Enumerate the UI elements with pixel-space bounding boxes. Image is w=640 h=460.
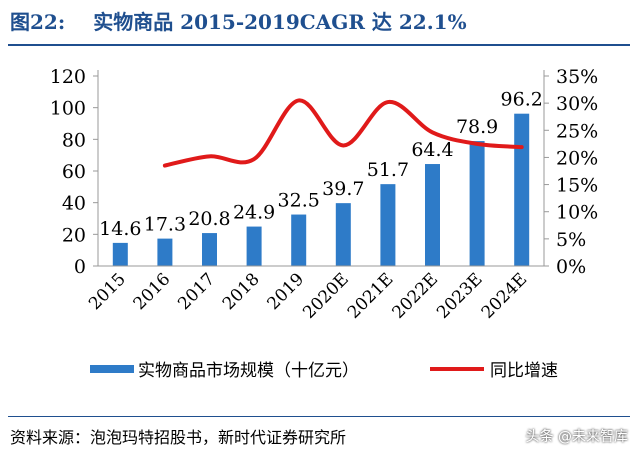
bar-label-2022E: 64.4 — [411, 139, 453, 161]
bar-2020E — [335, 203, 351, 266]
chart-canvas: 14.6 17.3 20.8 24.932.539.751.764.478.996.2… — [50, 66, 599, 381]
x-tick-2016: 2016 — [130, 269, 175, 314]
x-tick-2015: 2015 — [85, 269, 130, 314]
x-tick-2022E: 2022E — [389, 269, 443, 323]
bar-label-2018: 24.9 — [233, 202, 275, 224]
bar-2021E — [380, 184, 396, 266]
bar-label-2023E: 78.9 — [456, 116, 498, 138]
legend-bar-swatch — [90, 365, 134, 373]
y-left-tick-40: 40 — [62, 193, 86, 215]
bar-label-2021E: 51.7 — [367, 159, 409, 181]
y-right-tick-25pct: 25% — [556, 120, 598, 142]
bar-2015 — [112, 242, 128, 266]
bar-2024E — [514, 113, 530, 266]
bar-label-2019: 32.5 — [278, 190, 320, 212]
bar-2019 — [291, 214, 307, 266]
y-left-tick-60: 60 — [62, 161, 86, 183]
bar-2017 — [202, 233, 217, 266]
bar-2016 — [157, 238, 173, 266]
bar-2023E — [469, 141, 485, 266]
x-tick-2020E: 2020E — [299, 269, 353, 323]
x-tick-2021E: 2021E — [344, 269, 398, 323]
growth-line — [162, 98, 524, 168]
x-tick-2023E: 2023E — [433, 269, 487, 323]
watermark: 头条 @未来智库 — [525, 429, 628, 445]
y-left-tick-20: 20 — [62, 224, 86, 246]
y-right-tick-5pct: 5% — [556, 229, 586, 251]
bar-2018 — [246, 226, 262, 266]
bar-2022E — [425, 164, 440, 266]
y-right-tick-15pct: 15% — [556, 175, 598, 197]
bar-label-2024E: 96.2 — [501, 89, 543, 111]
y-right-tick-20pct: 20% — [556, 147, 598, 169]
bar-label-2020E: 39.7 — [322, 178, 364, 200]
y-left-tick-120: 120 — [50, 66, 86, 88]
title-divider — [8, 44, 630, 46]
legend-line-label: 同比增速 — [490, 361, 558, 381]
x-tick-2018: 2018 — [219, 269, 264, 314]
bar-label-2017: 20.8 — [188, 208, 230, 230]
source-note: 资料来源：泡泡玛特招股书，新时代证券研究所 — [10, 428, 347, 447]
legend-bar-label: 实物商品市场规模（十亿元） — [138, 361, 359, 381]
y-right-tick-10pct: 10% — [556, 202, 598, 224]
x-tick-2017: 2017 — [174, 269, 219, 314]
y-left-tick-80: 80 — [62, 129, 86, 151]
source-divider — [8, 416, 630, 417]
bar-label-2016: 17.3 — [144, 214, 186, 236]
title-text: 实物商品 2015-2019CAGR 达 22.1% — [93, 10, 467, 34]
bar-label-2015: 14.6 — [99, 218, 141, 240]
y-left-tick-100: 100 — [50, 98, 86, 120]
y-left-tick-0: 0 — [74, 256, 86, 278]
x-tick-2024E: 2024E — [478, 269, 532, 323]
figure-number: 图22: — [10, 10, 66, 34]
y-right-tick-30pct: 30% — [556, 93, 598, 115]
chart-title: 图22: 实物商品 2015-2019CAGR 达 22.1% — [10, 6, 467, 35]
y-right-tick-35pct: 35% — [556, 66, 598, 88]
y-right-tick-0pct: 0% — [556, 256, 586, 278]
legend: 实物商品市场规模（十亿元） 同比增速 — [90, 361, 558, 381]
